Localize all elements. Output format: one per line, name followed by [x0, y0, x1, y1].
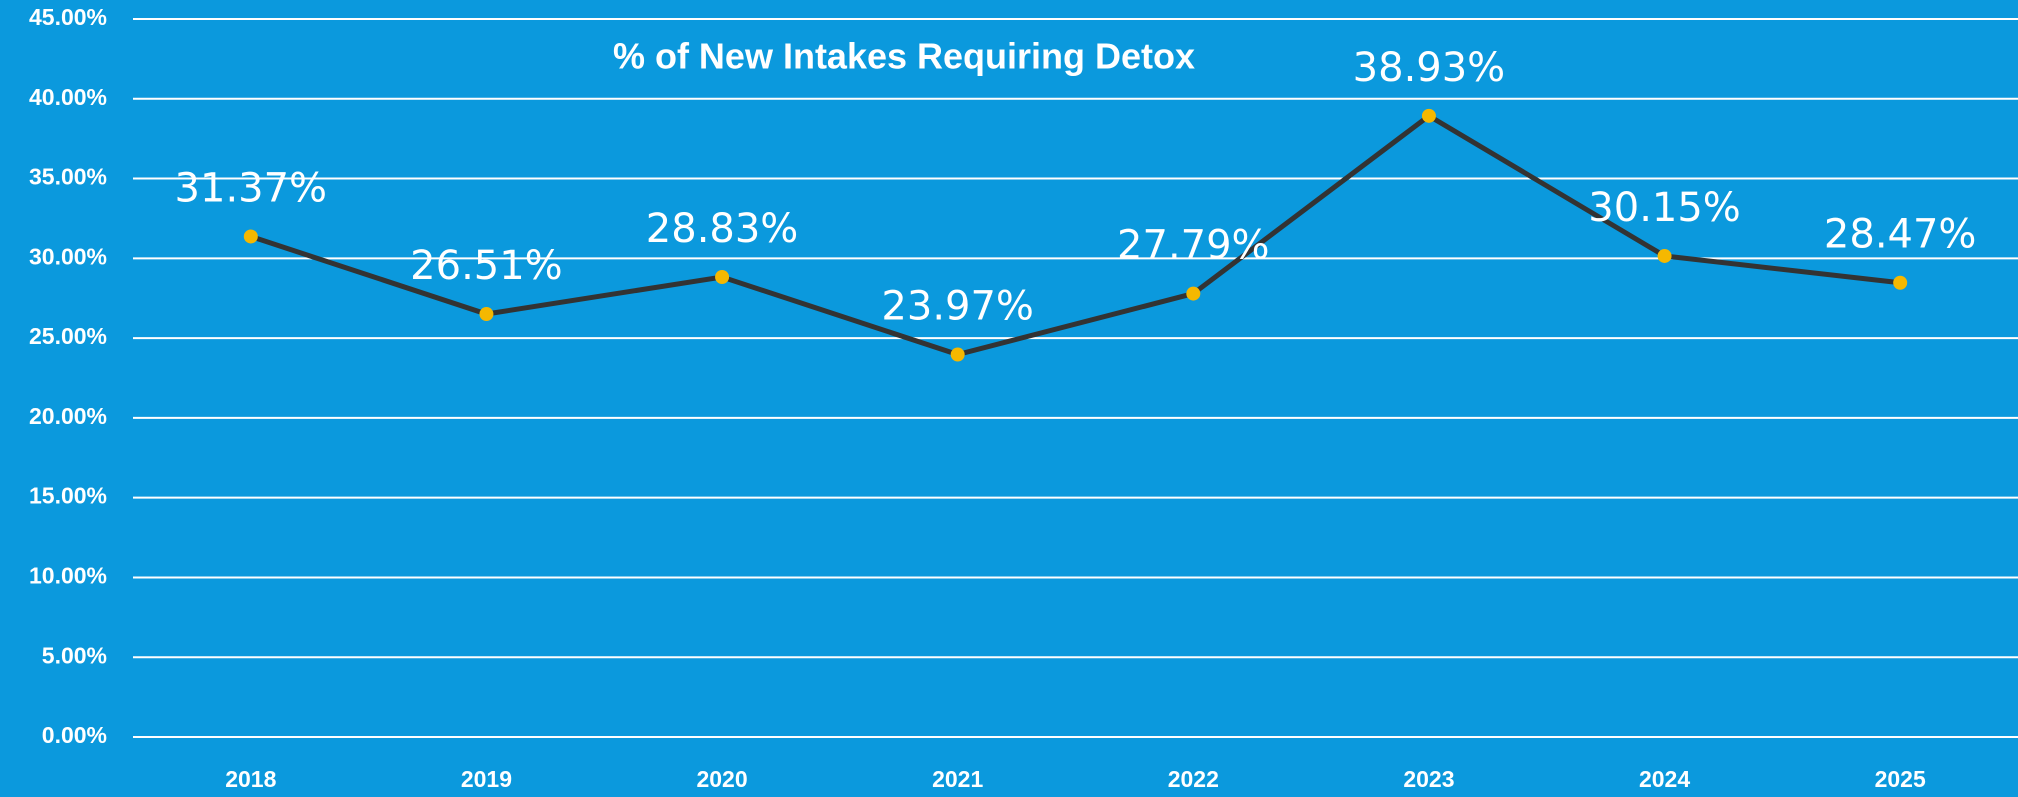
series-line: [250, 112, 1901, 358]
data-label: 27.79%: [1117, 223, 1270, 269]
marker: [950, 347, 965, 362]
y-tick-label: 10.00%: [29, 563, 107, 589]
marker: [1421, 108, 1436, 123]
data-label: 30.15%: [1588, 185, 1741, 231]
data-label: 28.83%: [646, 206, 799, 252]
y-tick-label: 25.00%: [29, 323, 107, 349]
x-tick-label: 2019: [461, 766, 512, 792]
marker: [1893, 275, 1908, 290]
data-label: 23.97%: [881, 284, 1034, 330]
marker: [243, 229, 258, 244]
y-tick-label: 0.00%: [42, 722, 107, 748]
data-label: 28.47%: [1824, 212, 1977, 258]
chart-title: % of New Intakes Requiring Detox: [613, 36, 1195, 77]
x-tick-label: 2025: [1875, 766, 1926, 792]
x-tick-label: 2024: [1639, 766, 1690, 792]
marker: [715, 270, 730, 285]
y-tick-label: 35.00%: [29, 164, 107, 190]
x-tick-label: 2021: [932, 766, 983, 792]
y-tick-label: 15.00%: [29, 483, 107, 509]
y-tick-label: 40.00%: [29, 84, 107, 110]
marker: [1657, 248, 1672, 263]
data-label: 26.51%: [410, 243, 563, 289]
y-tick-label: 5.00%: [42, 642, 107, 668]
marker: [1186, 286, 1201, 301]
y-tick-label: 20.00%: [29, 403, 107, 429]
data-label: 38.93%: [1353, 45, 1506, 91]
x-tick-label: 2018: [225, 766, 276, 792]
x-tick-label: 2020: [696, 766, 747, 792]
y-tick-label: 30.00%: [29, 243, 107, 269]
x-tick-label: 2023: [1403, 766, 1454, 792]
data-label: 31.37%: [175, 165, 328, 211]
x-tick-label: 2022: [1168, 766, 1219, 792]
y-tick-label: 45.00%: [29, 4, 107, 30]
marker: [479, 307, 494, 322]
